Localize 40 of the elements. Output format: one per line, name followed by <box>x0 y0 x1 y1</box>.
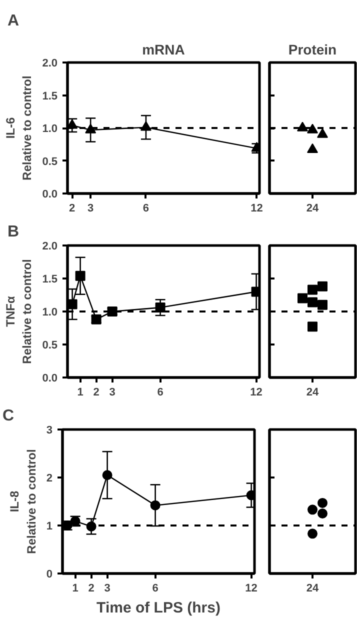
y-tick-label: 1.0 <box>42 123 58 135</box>
y-tick-label: 1.5 <box>42 274 58 286</box>
x-tick-label: 24 <box>306 582 320 594</box>
x-tick-label: 24 <box>306 386 320 398</box>
x-tick-label: 1 <box>72 582 78 594</box>
x-tick-label: 2 <box>88 582 94 594</box>
x-axis-title: Time of LPS (hrs) <box>96 600 220 616</box>
y-tick-label: 0.0 <box>42 188 58 200</box>
y-tick-label: 2 <box>46 472 53 484</box>
x-tick-label: 24 <box>306 202 320 214</box>
x-tick-label: 6 <box>157 386 164 398</box>
chart-title: mRNA <box>142 42 185 58</box>
text: A <box>8 12 20 30</box>
y-tick-label: 1.0 <box>42 306 58 318</box>
y-tick-label: 1.5 <box>42 90 58 102</box>
y-axis-title: TNFα Relative to control <box>3 259 34 364</box>
chart-title: Protein <box>288 42 337 58</box>
x-tick-label: 6 <box>142 202 150 214</box>
x-tick-label: 3 <box>109 386 116 398</box>
y-axis-title: IL-8 Relative to control <box>8 449 38 554</box>
x-tick-label: 2 <box>69 202 76 214</box>
text: B <box>8 224 20 240</box>
y-tick-label: 0.0 <box>42 372 58 384</box>
y-tick-label: 0.5 <box>42 156 58 168</box>
x-tick-label: 2 <box>93 386 100 398</box>
x-tick-label: 1 <box>77 386 84 398</box>
x-tick-label: 12 <box>245 582 258 594</box>
y-tick-label: 0.5 <box>42 340 58 352</box>
y-tick-label: 1 <box>46 520 53 532</box>
y-axis-title: IL-6 Relative to control <box>3 76 34 180</box>
y-tick-label: 3 <box>46 424 53 436</box>
x-tick-label: 12 <box>250 386 262 398</box>
x-tick-label: 3 <box>88 202 94 214</box>
y-tick-label: 2.0 <box>42 240 58 252</box>
y-tick-label: 2.0 <box>42 58 58 70</box>
y-tick-label: 0 <box>46 568 53 580</box>
x-tick-label: 6 <box>152 582 158 594</box>
x-tick-label: 12 <box>250 202 263 214</box>
text: C <box>2 408 14 424</box>
x-tick-label: 3 <box>104 582 110 594</box>
